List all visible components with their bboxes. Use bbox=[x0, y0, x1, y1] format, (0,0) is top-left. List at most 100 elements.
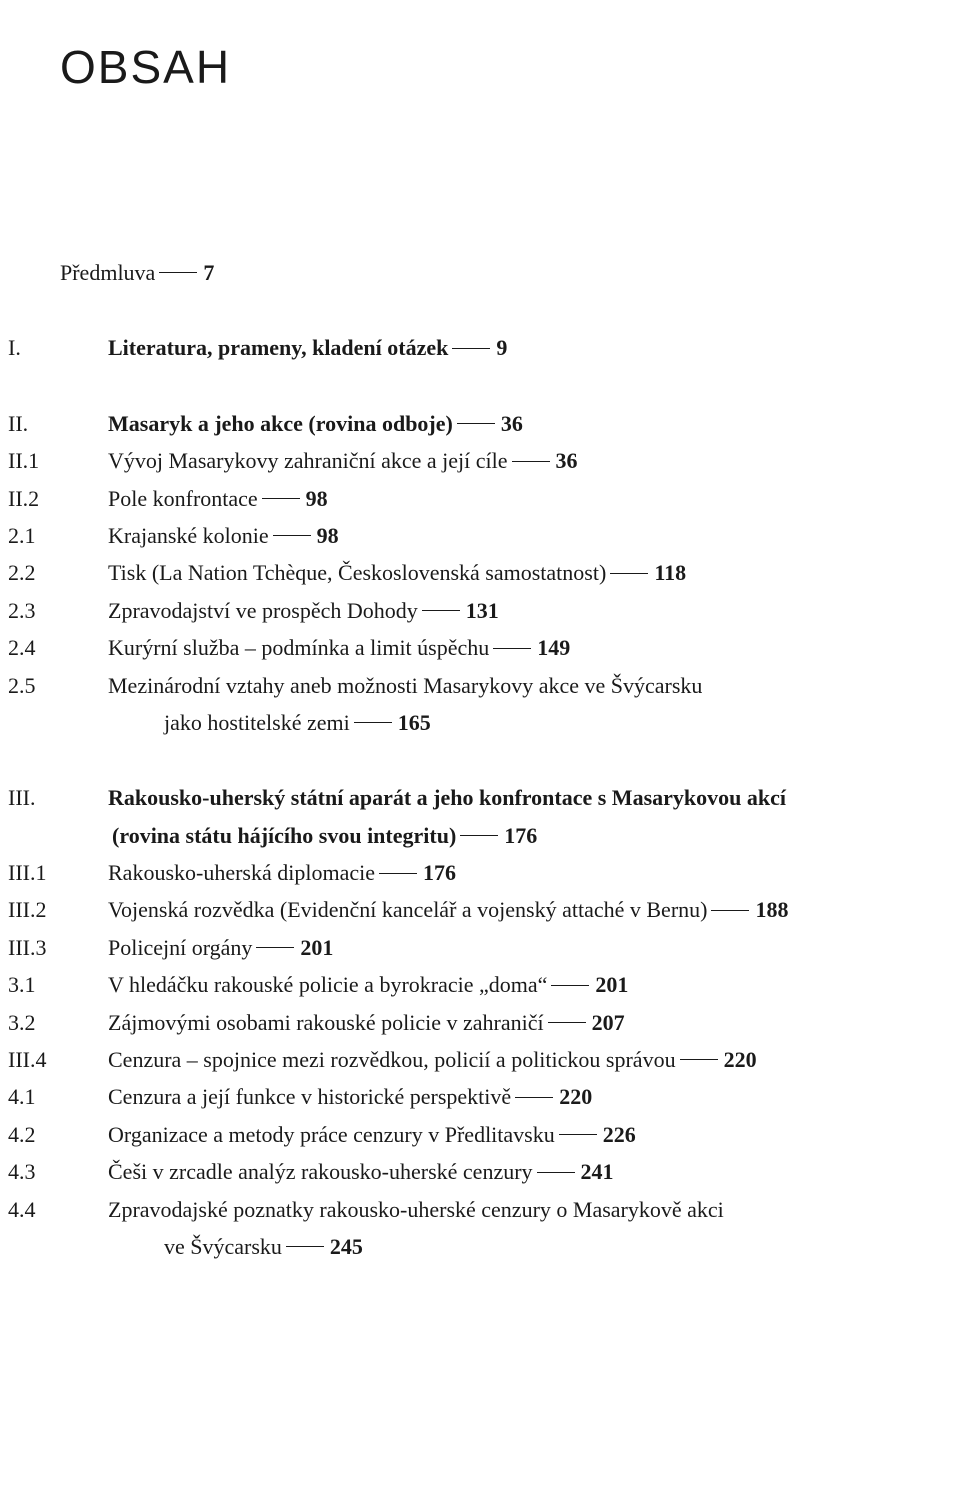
toc-entry-continuation: jako hostitelské zemi165 bbox=[60, 704, 900, 741]
toc-entry: 2.3Zpravodajství ve prospěch Dohody 131 bbox=[60, 592, 900, 629]
toc-entry-label: Kurýrní služba – podmínka a limit úspěch… bbox=[108, 635, 489, 660]
page-title: OBSAH bbox=[60, 40, 900, 94]
toc-entry-continuation: (rovina státu hájícího svou integritu) 17… bbox=[60, 817, 900, 854]
toc-entry-number: 4.4 bbox=[60, 1191, 108, 1228]
toc-entry-label: Vojenská rozvědka (Evidenční kancelář a … bbox=[108, 897, 707, 922]
dash-separator bbox=[354, 722, 392, 723]
toc-entry: II.2Pole konfrontace98 bbox=[60, 480, 900, 517]
toc-entry-number: 3.1 bbox=[60, 966, 108, 1003]
toc-entry-page: 9 bbox=[496, 335, 507, 360]
toc-entry-page: 36 bbox=[556, 448, 578, 473]
toc-entry-page: 149 bbox=[537, 635, 570, 660]
toc-entry-label: ve Švýcarsku bbox=[164, 1234, 282, 1259]
toc-entry-label: Zpravodajství ve prospěch Dohody bbox=[108, 598, 418, 623]
toc-entry: 2.4Kurýrní služba – podmínka a limit úsp… bbox=[60, 629, 900, 666]
toc-entry: 2.5Mezinárodní vztahy aneb možnosti Masa… bbox=[60, 667, 900, 704]
toc-entry-page: 188 bbox=[755, 897, 788, 922]
toc-entry-number: III.3 bbox=[60, 929, 108, 966]
dash-separator bbox=[159, 272, 197, 273]
section-gap bbox=[60, 741, 900, 779]
toc-entry-number: 2.3 bbox=[60, 592, 108, 629]
toc-entry-page: 131 bbox=[466, 598, 499, 623]
toc-entry-page: 7 bbox=[203, 260, 214, 285]
dash-separator bbox=[273, 535, 311, 536]
dash-separator bbox=[422, 610, 460, 611]
toc-entry-page: 201 bbox=[595, 972, 628, 997]
toc-entry: III.2Vojenská rozvědka (Evidenční kancel… bbox=[60, 891, 900, 928]
toc-entry-label: Mezinárodní vztahy aneb možnosti Masaryk… bbox=[108, 673, 702, 698]
toc-entry-label: Pole konfrontace bbox=[108, 486, 258, 511]
toc-entry-continuation: ve Švýcarsku 245 bbox=[60, 1228, 900, 1265]
toc-entry-page: 98 bbox=[306, 486, 328, 511]
toc-entry-label: Krajanské kolonie bbox=[108, 523, 269, 548]
toc-entry: 2.1Krajanské kolonie98 bbox=[60, 517, 900, 554]
toc-entry: 4.1Cenzura a její funkce v historické pe… bbox=[60, 1078, 900, 1115]
toc-entry-page: 245 bbox=[330, 1234, 363, 1259]
toc-entry-page: 226 bbox=[603, 1122, 636, 1147]
toc-entry-label: Tisk (La Nation Tchèque, Československá … bbox=[108, 560, 606, 585]
section-gap bbox=[60, 367, 900, 405]
dash-separator bbox=[457, 423, 495, 424]
toc-entry-label: Cenzura a její funkce v historické persp… bbox=[108, 1084, 511, 1109]
toc-entry-number: 3.2 bbox=[60, 1004, 108, 1041]
toc-entry-number: II.1 bbox=[60, 442, 108, 479]
toc-entry-label: (rovina státu hájícího svou integritu) bbox=[112, 823, 456, 848]
toc-entry: I.Literatura, prameny, kladení otázek 9 bbox=[60, 329, 900, 366]
toc-entry-label: Češi v zrcadle analýz rakousko-uherské c… bbox=[108, 1159, 533, 1184]
toc-entry-page: 220 bbox=[559, 1084, 592, 1109]
toc-entry-page: 176 bbox=[504, 823, 537, 848]
toc-entry-page: 36 bbox=[501, 411, 523, 436]
toc-entry: II.1Vývoj Masarykovy zahraniční akce a j… bbox=[60, 442, 900, 479]
toc-entry-label: Rakousko-uherský státní aparát a jeho ko… bbox=[108, 785, 786, 810]
toc-entry: II.Masaryk a jeho akce (rovina odboje) 36 bbox=[60, 405, 900, 442]
toc-entry-page: 207 bbox=[592, 1010, 625, 1035]
toc-entry-label: V hledáčku rakouské policie a byrokracie… bbox=[108, 972, 547, 997]
toc-entry: III.Rakousko-uherský státní aparát a jeh… bbox=[60, 779, 900, 816]
dash-separator bbox=[548, 1022, 586, 1023]
toc-entry: III.1Rakousko-uherská diplomacie176 bbox=[60, 854, 900, 891]
toc-entry-number: 4.2 bbox=[60, 1116, 108, 1153]
toc-entry-label: Organizace a metody práce cenzury v Před… bbox=[108, 1122, 555, 1147]
toc-entry-page: 220 bbox=[724, 1047, 757, 1072]
toc-entry-page: 176 bbox=[423, 860, 456, 885]
toc-entry-label: Předmluva bbox=[60, 260, 155, 285]
dash-separator bbox=[537, 1172, 575, 1173]
dash-separator bbox=[512, 461, 550, 462]
toc-entry-page: 98 bbox=[317, 523, 339, 548]
toc-entry-label: Zájmovými osobami rakouské policie v zah… bbox=[108, 1010, 544, 1035]
toc-entry-label: Policejní orgány bbox=[108, 935, 252, 960]
toc-entry: 2.2Tisk (La Nation Tchèque, Českoslovens… bbox=[60, 554, 900, 591]
toc-entry-number: III.1 bbox=[60, 854, 108, 891]
dash-separator bbox=[610, 573, 648, 574]
dash-separator bbox=[559, 1134, 597, 1135]
dash-separator bbox=[452, 348, 490, 349]
toc-entry: 3.1V hledáčku rakouské policie a byrokra… bbox=[60, 966, 900, 1003]
toc-entry-label: Masaryk a jeho akce (rovina odboje) bbox=[108, 411, 453, 436]
toc-entry: 3.2Zájmovými osobami rakouské policie v … bbox=[60, 1004, 900, 1041]
toc-entry: 4.2Organizace a metody práce cenzury v P… bbox=[60, 1116, 900, 1153]
toc-entry-number: I. bbox=[60, 329, 108, 366]
toc-entry-label: Literatura, prameny, kladení otázek bbox=[108, 335, 448, 360]
dash-separator bbox=[680, 1059, 718, 1060]
table-of-contents: Předmluva 7 I.Literatura, prameny, kladení… bbox=[60, 254, 900, 1265]
toc-entry: 4.3Češi v zrcadle analýz rakousko-uhersk… bbox=[60, 1153, 900, 1190]
section-gap bbox=[60, 291, 900, 329]
toc-entry-label: Zpravodajské poznatky rakousko-uherské c… bbox=[108, 1197, 724, 1222]
dash-separator bbox=[493, 648, 531, 649]
toc-entry-label: Cenzura – spojnice mezi rozvědkou, polic… bbox=[108, 1047, 676, 1072]
toc-entry-number: II. bbox=[60, 405, 108, 442]
dash-separator bbox=[711, 910, 749, 911]
toc-entry-number: 2.4 bbox=[60, 629, 108, 666]
dash-separator bbox=[379, 873, 417, 874]
toc-entry-page: 165 bbox=[398, 710, 431, 735]
toc-entry-number: III.2 bbox=[60, 891, 108, 928]
dash-separator bbox=[286, 1246, 324, 1247]
toc-entry-number: III. bbox=[60, 779, 108, 816]
toc-entry-label: Vývoj Masarykovy zahraniční akce a její … bbox=[108, 448, 508, 473]
toc-entry-page: 241 bbox=[581, 1159, 614, 1184]
toc-entry-number: 2.5 bbox=[60, 667, 108, 704]
toc-entry-number: 4.1 bbox=[60, 1078, 108, 1115]
toc-entry-number: 4.3 bbox=[60, 1153, 108, 1190]
dash-separator bbox=[256, 947, 294, 948]
dash-separator bbox=[460, 835, 498, 836]
